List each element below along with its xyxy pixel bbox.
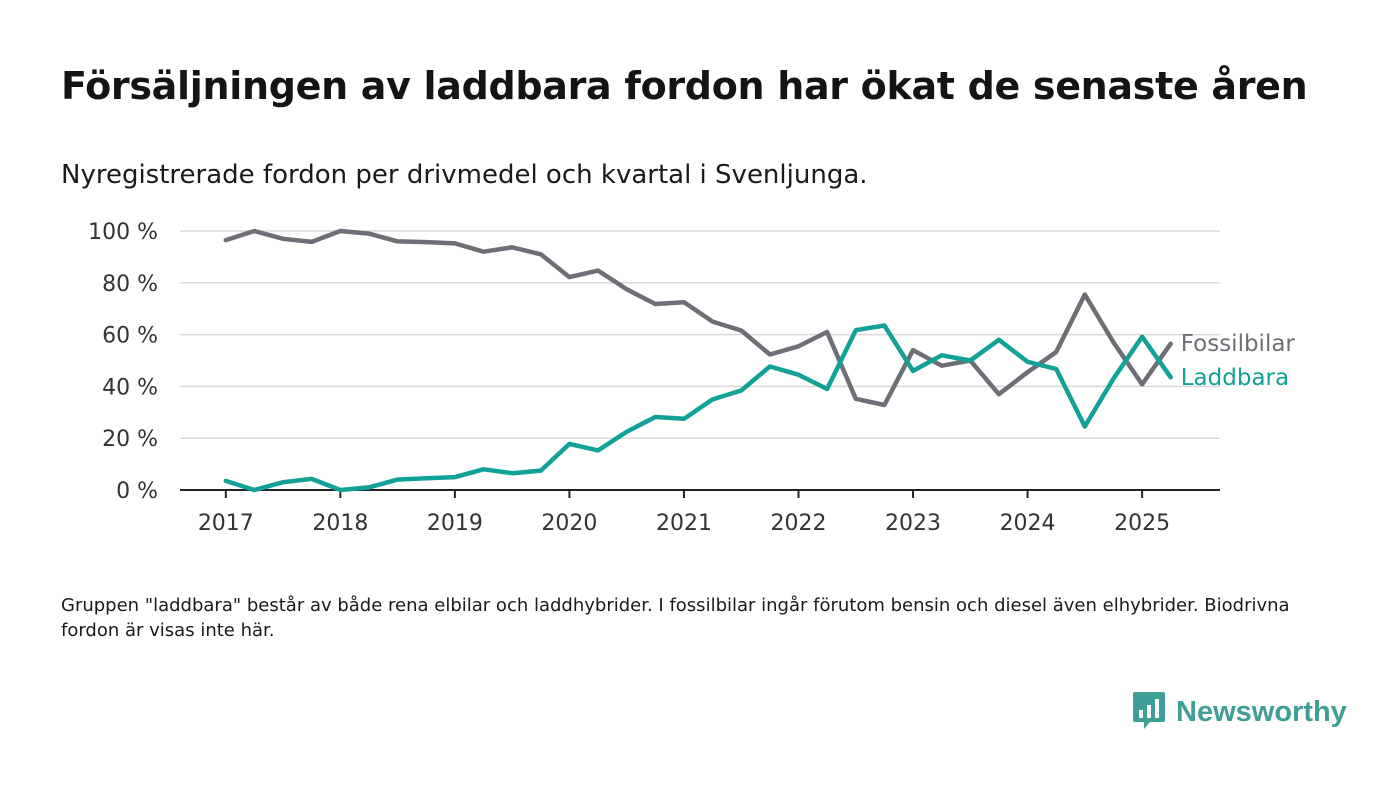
brand-name: Newsworthy bbox=[1176, 695, 1347, 728]
x-tick-label: 2017 bbox=[198, 511, 254, 536]
x-axis: 2017 2018 2019 2020 2021 2022 2023 2024 2025 bbox=[180, 489, 1220, 536]
x-tick-label: 2025 bbox=[1114, 511, 1170, 536]
x-tick-label: 2023 bbox=[885, 511, 941, 536]
chart-bubble-icon bbox=[1132, 688, 1166, 736]
x-tick-label: 2019 bbox=[427, 511, 483, 536]
brand-logo[interactable]: Newsworthy bbox=[1132, 690, 1347, 734]
x-tick-label: 2022 bbox=[771, 511, 827, 536]
y-tick-label: 0 % bbox=[116, 479, 158, 504]
series-labels: Fossilbilar Laddbara bbox=[1181, 331, 1296, 391]
footnote: Gruppen "laddbara" består av både rena e… bbox=[61, 595, 1290, 641]
y-tick-label: 40 % bbox=[102, 375, 158, 400]
y-tick-label: 100 % bbox=[88, 220, 158, 245]
y-tick-label: 60 % bbox=[102, 324, 158, 349]
y-tick-label: 20 % bbox=[102, 427, 158, 452]
series-line-laddbara bbox=[223, 323, 1173, 493]
series-lines bbox=[223, 228, 1173, 493]
x-tick-label: 2018 bbox=[312, 511, 368, 536]
series-label: Laddbara bbox=[1181, 365, 1289, 391]
series-line-fossilbilar bbox=[223, 228, 1173, 408]
x-tick-label: 2020 bbox=[541, 511, 597, 536]
y-tick-label: 80 % bbox=[102, 272, 158, 297]
chart-title: Försäljningen av laddbara fordon har öka… bbox=[61, 64, 1308, 108]
chart-subtitle: Nyregistrerade fordon per drivmedel och … bbox=[61, 160, 868, 190]
series-label: Fossilbilar bbox=[1181, 331, 1296, 357]
y-axis: 0 % 20 % 40 % 60 % 80 % 100 % bbox=[88, 220, 158, 504]
x-tick-label: 2024 bbox=[1000, 511, 1056, 536]
x-tick-label: 2021 bbox=[656, 511, 712, 536]
